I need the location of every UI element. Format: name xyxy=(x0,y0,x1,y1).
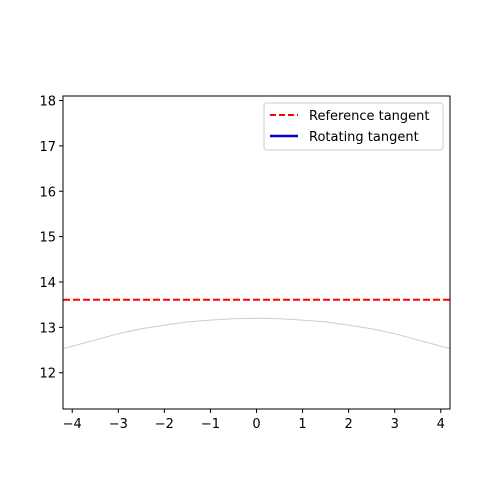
x-tick-label: −2 xyxy=(155,417,174,432)
x-axis: −4 −3 −2 −1 0 1 2 3 4 xyxy=(63,409,445,432)
y-tick-label: 18 xyxy=(39,95,56,110)
y-tick-label: 12 xyxy=(39,367,56,382)
legend: Reference tangent Rotating tangent xyxy=(263,102,444,151)
data-layer xyxy=(63,298,450,350)
x-tick-label: 3 xyxy=(391,417,399,432)
x-tick-label: 1 xyxy=(298,417,306,432)
curve-line xyxy=(63,317,450,350)
y-axis: 12 13 14 15 16 17 18 xyxy=(39,95,63,382)
y-tick-label: 17 xyxy=(39,140,56,155)
legend-box xyxy=(263,102,444,151)
x-tick-label: 2 xyxy=(345,417,353,432)
y-tick-label: 15 xyxy=(39,231,56,246)
x-tick-label: −4 xyxy=(63,417,82,432)
legend-label-reference-tangent: Reference tangent xyxy=(309,109,430,124)
legend-label-rotating-tangent: Rotating tangent xyxy=(309,130,419,145)
x-tick-label: 4 xyxy=(437,417,445,432)
x-tick-label: −1 xyxy=(201,417,220,432)
y-tick-label: 14 xyxy=(39,276,56,291)
y-tick-label: 16 xyxy=(39,185,56,200)
y-tick-label: 13 xyxy=(39,321,56,336)
x-tick-label: −3 xyxy=(109,417,128,432)
x-tick-label: 0 xyxy=(252,417,260,432)
